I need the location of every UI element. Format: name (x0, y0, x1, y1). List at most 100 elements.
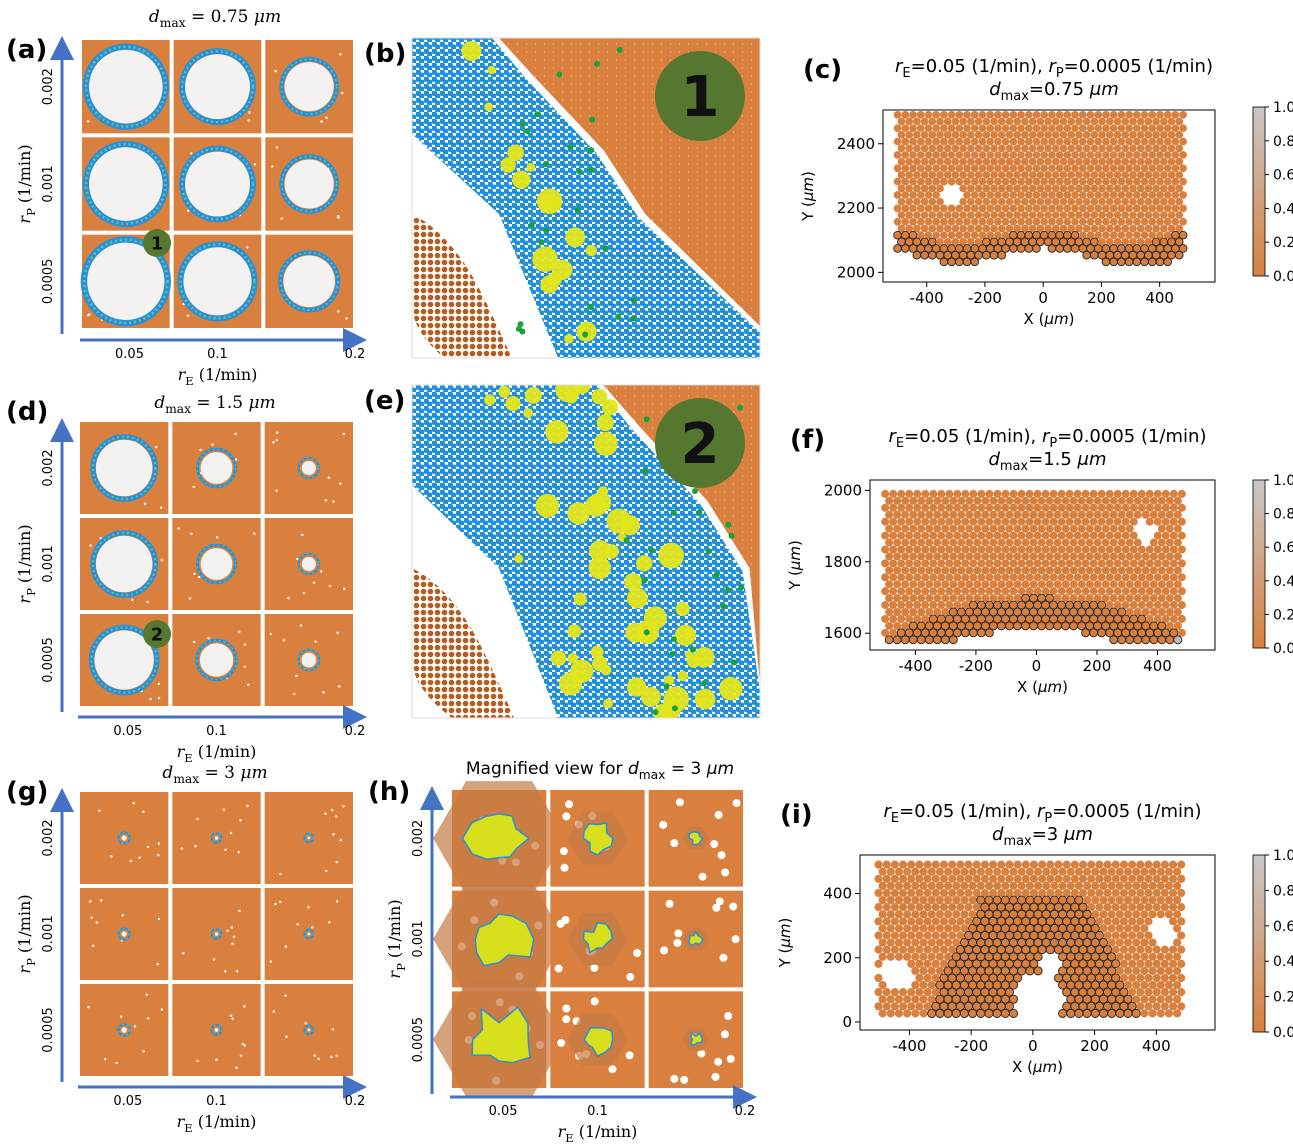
cell (881, 559, 889, 567)
cell (956, 861, 964, 869)
cell (1130, 587, 1138, 595)
cell (895, 868, 903, 876)
cell (889, 601, 897, 609)
cell (944, 171, 952, 179)
cell (961, 532, 969, 540)
cell (1153, 903, 1161, 911)
text-part: μm (1037, 678, 1062, 696)
cell-dot (307, 906, 309, 908)
cell (1075, 144, 1083, 152)
cell (1168, 171, 1176, 179)
badge-label: 1 (151, 233, 164, 254)
cell (979, 178, 987, 186)
cell-dot (313, 582, 315, 584)
text-part: X ( (1017, 678, 1038, 696)
cell (953, 545, 961, 553)
cell (1153, 875, 1161, 883)
cell (1126, 525, 1134, 533)
colorbar-tick-label: 0.6 (1273, 540, 1293, 556)
cell (1153, 889, 1161, 897)
cell (1126, 497, 1134, 505)
cell (1026, 967, 1034, 975)
cell (1058, 504, 1066, 512)
cell (917, 608, 925, 616)
cell-dot (337, 310, 339, 312)
cell (1156, 124, 1164, 132)
cell (1033, 218, 1041, 226)
cell (1026, 882, 1034, 890)
cell (1066, 587, 1074, 595)
cell-dot (161, 559, 163, 561)
cell (1165, 967, 1173, 975)
text-part: ) (1057, 1058, 1063, 1076)
x-axis-label: rE (1/min) (177, 742, 257, 765)
cell (957, 566, 965, 574)
cell (959, 144, 967, 152)
yellow-patch (525, 387, 542, 404)
cell (881, 504, 889, 512)
cell (893, 511, 901, 519)
cell (893, 525, 901, 533)
y-tick-label: 1600 (824, 624, 862, 642)
cell (997, 622, 1005, 630)
cell (1018, 882, 1026, 890)
cell (940, 151, 948, 159)
cell-dot (341, 92, 343, 94)
cell (921, 518, 929, 526)
panel-label: (a) (6, 35, 47, 65)
y-axis-label: rP (1/min) (15, 894, 38, 973)
cell (971, 138, 979, 146)
cell-dot (142, 811, 144, 813)
cell-dot (199, 449, 201, 451)
text-part: μm (1089, 79, 1119, 100)
cell (1161, 946, 1169, 954)
cell (1161, 988, 1169, 996)
cell (955, 231, 963, 239)
cell (879, 910, 887, 918)
core (96, 536, 153, 593)
cell (1074, 532, 1082, 540)
cell (1075, 1009, 1083, 1017)
cell (1078, 539, 1086, 547)
cell (905, 601, 913, 609)
cell (1036, 131, 1044, 139)
cell (913, 504, 921, 512)
cell (1168, 211, 1176, 219)
cell (1175, 211, 1183, 219)
cell (994, 124, 1002, 132)
cell (967, 211, 975, 219)
cell (1054, 861, 1062, 869)
green-cell (641, 577, 647, 583)
cell-dot (92, 945, 94, 947)
cell (1146, 559, 1154, 567)
cell-dot (87, 1006, 89, 1008)
cell (1179, 164, 1187, 172)
cell (1046, 875, 1054, 883)
cell (1074, 573, 1082, 581)
cell (940, 258, 948, 266)
text-part: E (902, 66, 910, 81)
cell (1137, 184, 1145, 192)
cell (883, 1002, 891, 1010)
cell (1060, 118, 1068, 126)
cell (874, 903, 882, 911)
cell (940, 231, 948, 239)
green-cell (690, 647, 696, 653)
cell (1129, 184, 1137, 192)
cell-dot (276, 432, 278, 434)
cell (925, 566, 933, 574)
cell (1042, 532, 1050, 540)
cell-dot (330, 1056, 332, 1058)
cell (1169, 903, 1177, 911)
cell (1082, 573, 1090, 581)
cell (982, 171, 990, 179)
panel-label: (h) (368, 777, 410, 807)
cell (1157, 981, 1165, 989)
panel-title: rE=0.05 (1/min), rP=0.0005 (1/min) (889, 426, 1207, 451)
text-part: max (173, 772, 199, 786)
cell (932, 931, 940, 939)
cell (989, 875, 997, 883)
cell (1118, 164, 1126, 172)
cell (952, 211, 960, 219)
cell (986, 164, 994, 172)
